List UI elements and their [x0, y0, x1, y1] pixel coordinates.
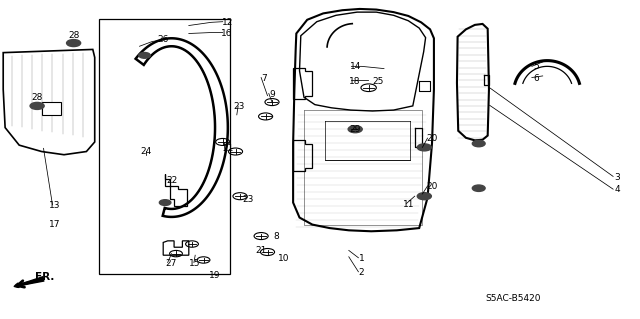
Circle shape — [472, 185, 485, 191]
Text: FR.: FR. — [35, 272, 54, 282]
Text: 16: 16 — [221, 29, 233, 38]
Text: 5: 5 — [534, 63, 539, 71]
Text: 4: 4 — [615, 185, 620, 194]
Text: 20: 20 — [426, 182, 438, 191]
Text: 9: 9 — [269, 90, 275, 99]
Text: 12: 12 — [221, 18, 233, 27]
Text: 21: 21 — [255, 246, 267, 255]
Text: 15: 15 — [189, 259, 201, 268]
Circle shape — [139, 53, 150, 58]
Text: 18: 18 — [349, 77, 361, 86]
Circle shape — [417, 193, 431, 200]
Text: 11: 11 — [403, 200, 414, 209]
Circle shape — [67, 40, 81, 47]
Text: 28: 28 — [68, 31, 79, 40]
Text: 26: 26 — [157, 35, 169, 44]
Text: 23: 23 — [233, 102, 244, 111]
Circle shape — [30, 102, 44, 109]
Circle shape — [159, 200, 171, 205]
Text: 10: 10 — [278, 254, 289, 263]
Text: 7: 7 — [262, 74, 267, 83]
Text: 14: 14 — [349, 63, 361, 71]
Text: 24: 24 — [140, 147, 152, 156]
Text: 23: 23 — [243, 195, 254, 204]
Circle shape — [417, 144, 431, 151]
Text: 6: 6 — [534, 74, 539, 83]
Text: 20: 20 — [426, 134, 438, 143]
Text: 1: 1 — [359, 254, 364, 263]
Bar — [99, 19, 230, 274]
Circle shape — [472, 140, 485, 147]
Text: 25: 25 — [372, 77, 383, 86]
Text: S5AC-B5420: S5AC-B5420 — [485, 294, 541, 303]
Circle shape — [348, 126, 362, 133]
Text: 19: 19 — [209, 271, 220, 280]
Text: 29: 29 — [349, 125, 361, 134]
Text: 17: 17 — [49, 220, 60, 229]
Text: 8: 8 — [274, 232, 279, 241]
Text: 22: 22 — [166, 176, 177, 185]
Bar — [42, 102, 61, 115]
Text: 2: 2 — [359, 268, 364, 277]
Text: 27: 27 — [165, 259, 177, 268]
Text: 21: 21 — [223, 144, 234, 153]
Text: 28: 28 — [31, 93, 43, 102]
Text: 3: 3 — [615, 173, 620, 182]
Text: 13: 13 — [49, 201, 60, 210]
